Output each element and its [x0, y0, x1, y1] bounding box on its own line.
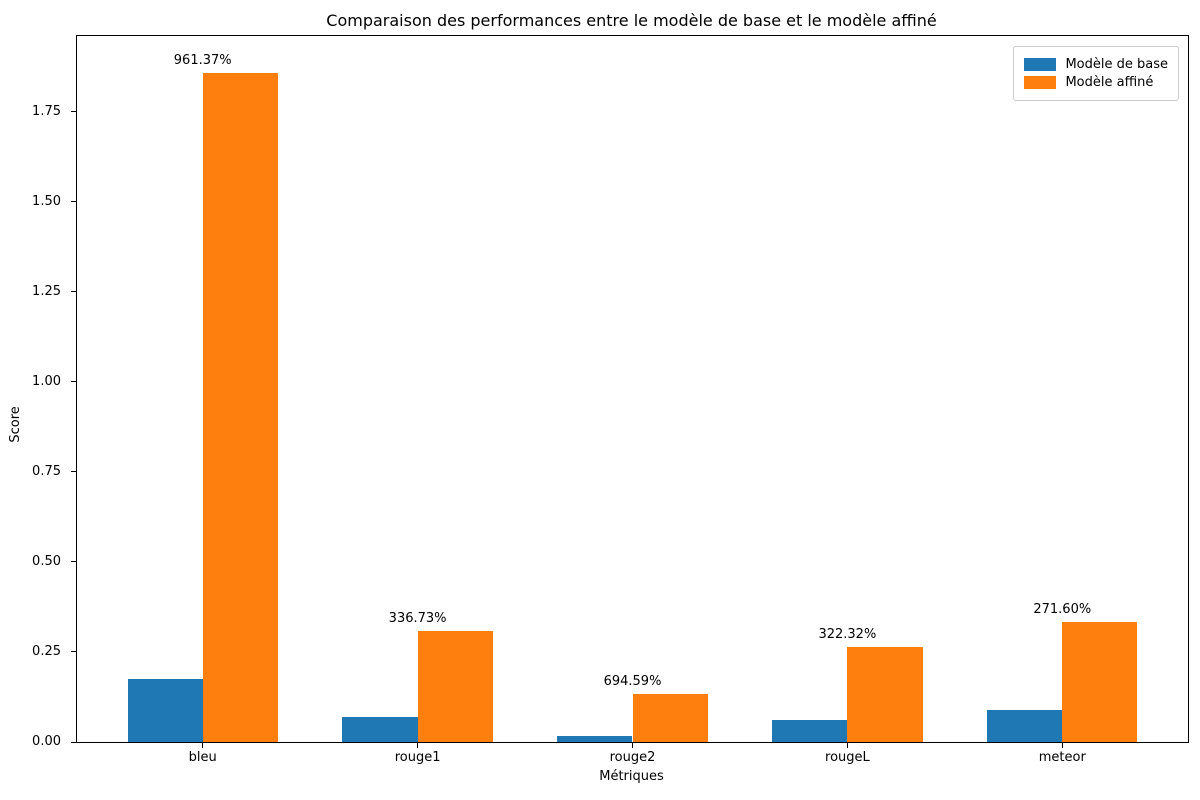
legend-entry: Modèle affiné [1024, 75, 1168, 90]
plot-area: 0.00 0.25 0.50 0.75 1.00 1.25 1.50 1.75 bleu 961.… [32, 35, 1189, 765]
bar-value-label: 322.32% [818, 626, 877, 642]
bar-value-label: 961.37% [173, 53, 232, 69]
x-tick-label: meteor [1038, 750, 1086, 765]
y-tick-label: 0.75 [32, 463, 61, 479]
x-tick-mark [632, 742, 633, 748]
x-tick-mark [1061, 742, 1063, 748]
y-tick-label: 1.25 [32, 283, 61, 299]
y-tick-label: 1.50 [32, 193, 61, 209]
legend-entry: Modèle de base [1024, 57, 1168, 72]
y-tick-label: 0.00 [32, 734, 61, 749]
x-tick-label: bleu [188, 750, 217, 765]
y-axis-label: Score [8, 406, 23, 443]
y-tick-label: 0.25 [32, 643, 61, 659]
y-tick-label: 1.00 [32, 373, 61, 389]
legend-label: Modèle affiné [1065, 75, 1154, 90]
bar-value-label: 336.73% [388, 611, 447, 627]
y-tick-label: 0.50 [32, 553, 61, 569]
x-tick-label: rouge2 [609, 750, 656, 765]
y-tick-mark [71, 111, 77, 113]
bar-meteor-affine [1062, 622, 1138, 742]
legend-swatch [1024, 76, 1057, 89]
y-tick-mark [71, 291, 77, 293]
bar-value-label: 694.59% [603, 674, 662, 690]
x-tick-mark [846, 742, 848, 748]
x-axis-label: Métriques [599, 769, 664, 784]
y-tick-mark [71, 381, 77, 383]
y-tick-mark [71, 651, 77, 653]
bar-bleu-affine [202, 73, 278, 742]
y-tick-label: 1.75 [32, 103, 61, 119]
bar-rouge1-base [342, 716, 418, 742]
y-tick-mark [71, 561, 77, 563]
legend: Modèle de base Modèle affiné [1013, 46, 1179, 101]
chart-title: Comparaison des performances entre le mo… [326, 11, 937, 30]
bar-rouge2-affine [632, 694, 708, 742]
x-tick-label: rougeL [825, 750, 870, 765]
y-tick-mark [71, 471, 77, 473]
legend-label: Modèle de base [1065, 57, 1168, 72]
x-tick-mark [202, 742, 204, 748]
bar-value-label: 271.60% [1033, 602, 1092, 618]
legend-swatch [1024, 58, 1057, 71]
bar-rougeL-base [772, 719, 848, 742]
bar-rouge1-affine [417, 631, 493, 742]
bar-rouge2-base [557, 736, 633, 742]
bar-bleu-base [127, 678, 203, 742]
bar-meteor-base [987, 709, 1063, 742]
x-tick-label: rouge1 [394, 750, 441, 765]
bar-rougeL-affine [847, 646, 923, 742]
y-tick-mark [71, 741, 77, 743]
y-tick-mark [71, 201, 77, 203]
x-tick-mark [417, 742, 419, 748]
